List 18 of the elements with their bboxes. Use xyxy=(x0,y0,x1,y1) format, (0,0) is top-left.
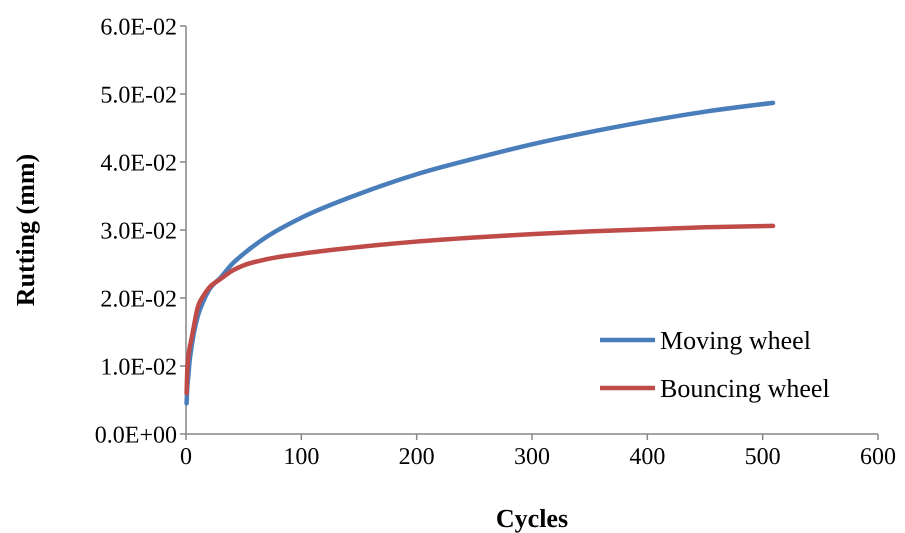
y-tick-label: 3.0E-02 xyxy=(100,218,177,244)
x-tick-label: 100 xyxy=(283,444,320,470)
x-tick-label: 500 xyxy=(744,444,781,470)
y-tick-label: 2.0E-02 xyxy=(100,286,177,312)
x-tick-label: 400 xyxy=(629,444,666,470)
x-tick-label: 300 xyxy=(514,444,550,470)
x-tick-label: 600 xyxy=(860,444,896,470)
y-tick-label: 4.0E-02 xyxy=(100,150,177,176)
x-tick-label: 0 xyxy=(180,444,192,470)
y-tick-label: 5.0E-02 xyxy=(100,82,177,108)
y-tick-label: 0.0E+00 xyxy=(94,422,177,448)
y-axis-title: Rutting (mm) xyxy=(11,154,40,306)
x-axis-title: Cycles xyxy=(496,504,568,533)
y-tick-label: 6.0E-02 xyxy=(100,14,177,40)
legend-label: Bouncing wheel xyxy=(660,374,830,404)
legend-label: Moving wheel xyxy=(660,326,811,356)
y-tick-label: 1.0E-02 xyxy=(100,354,177,380)
x-tick-label: 200 xyxy=(398,444,435,470)
